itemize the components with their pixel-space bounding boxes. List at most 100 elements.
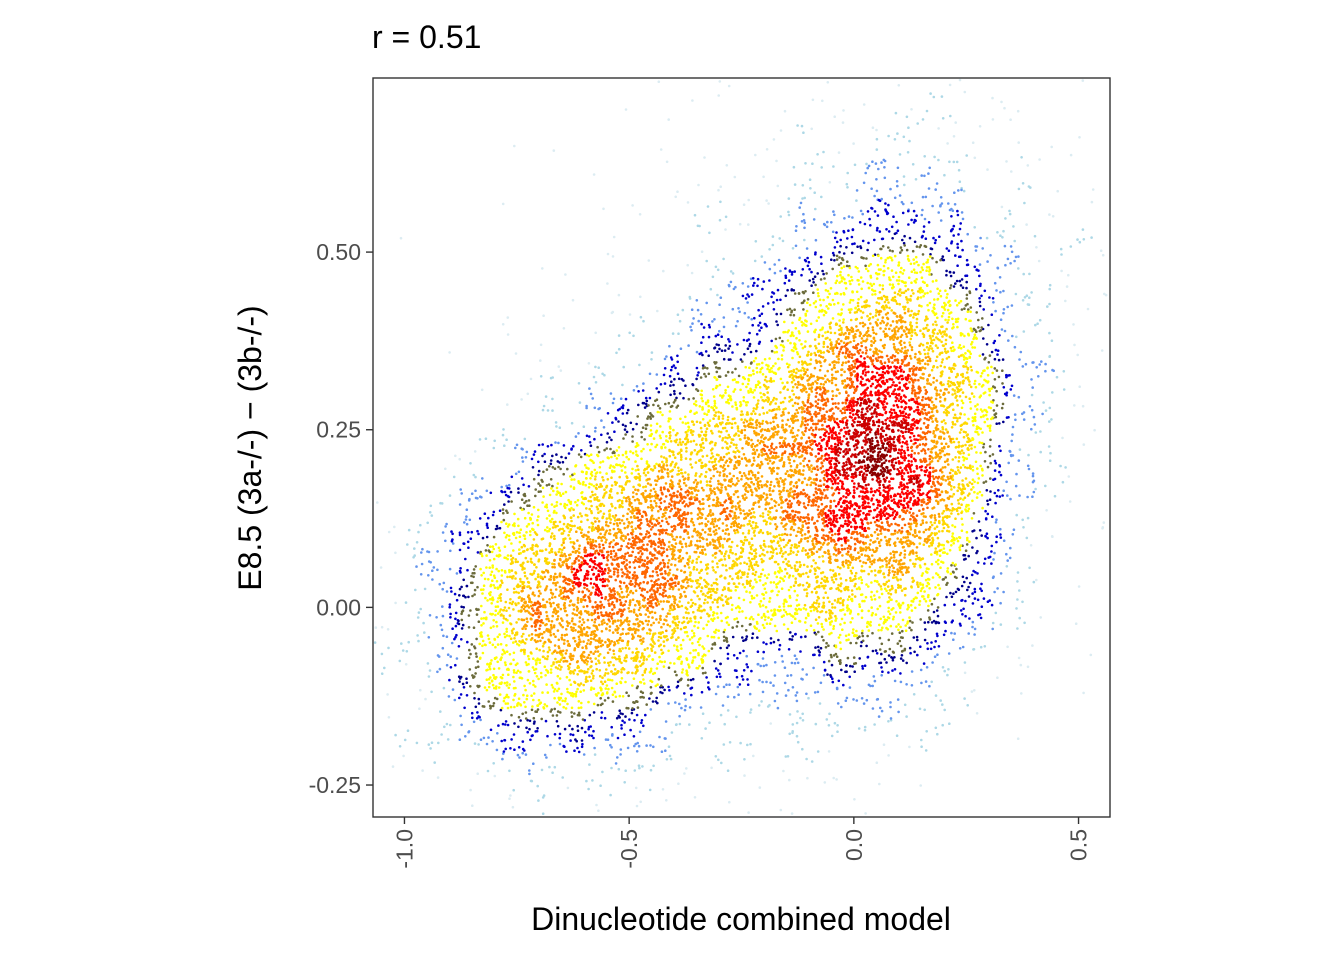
data-point [760,572,763,576]
data-point [1077,585,1081,588]
data-point [873,723,876,726]
data-point [735,617,739,620]
data-point [620,677,624,680]
data-point [861,629,864,633]
data-point [735,715,738,719]
data-point [592,674,595,678]
data-point [838,633,842,637]
data-point [631,671,634,675]
data-point [473,450,477,453]
data-point [587,362,591,365]
data-point [659,411,662,414]
data-point [788,713,792,716]
data-point [877,254,880,258]
data-point [898,631,902,634]
data-point [601,676,604,679]
data-point [776,288,780,292]
data-point [757,399,760,402]
data-point [968,481,972,484]
data-point [650,442,653,446]
data-point [576,499,580,502]
data-point [880,666,883,669]
data-point [679,458,683,461]
data-point [979,451,982,455]
data-point [889,278,892,282]
data-point [839,270,842,274]
data-point [921,268,925,272]
data-point [903,593,907,597]
data-point [800,320,803,324]
data-point [939,699,942,702]
data-point [983,289,987,293]
data-point [995,540,998,544]
data-point [786,674,789,677]
data-point [895,600,898,603]
data-point [955,537,958,540]
data-point [926,642,929,645]
data-point [921,253,925,256]
data-point [589,477,592,480]
data-point [853,242,856,245]
data-point [951,327,954,330]
data-point [654,445,657,449]
data-point [537,473,540,477]
data-point [918,707,922,711]
data-point [634,469,638,472]
data-point [416,616,420,619]
data-point [492,762,496,765]
data-point [518,535,522,538]
data-point [470,711,474,715]
data-point [971,438,974,442]
data-point [1060,269,1063,273]
data-point [973,480,976,484]
data-point [923,597,926,601]
data-point [814,618,818,621]
data-point [598,407,601,410]
data-point [746,301,749,304]
data-point [953,632,956,635]
data-point [718,375,722,379]
data-point [645,399,649,403]
data-point [982,337,985,340]
data-point [597,809,600,812]
data-point [617,334,621,337]
data-point [588,507,591,511]
data-point [996,676,999,679]
data-point [480,388,484,392]
data-point [949,274,953,278]
data-point [387,646,390,650]
data-point [925,283,929,287]
data-point [517,701,520,705]
data-point [808,267,811,271]
data-point [985,489,989,492]
data-point [539,343,543,347]
data-point [943,173,946,177]
data-point [489,728,493,732]
data-point [591,677,595,680]
data-point [429,561,433,564]
data-point [960,529,964,532]
data-point [728,741,732,744]
data-point [775,575,779,579]
data-point [824,645,828,649]
data-point [918,245,921,249]
data-point [994,309,997,313]
data-point [965,154,968,157]
data-point [467,595,470,599]
data-point [945,334,948,337]
data-point [588,763,591,766]
data-point [733,695,736,699]
data-point [506,723,510,727]
data-point [787,688,790,692]
data-point [997,358,1001,362]
data-point [953,575,957,579]
data-point [1008,209,1011,213]
data-point [900,266,903,270]
data-point [961,391,965,394]
data-point [839,641,842,644]
data-point [742,639,745,642]
data-point [473,697,476,700]
data-point [555,511,558,515]
data-point [485,535,489,539]
data-point [934,726,938,730]
